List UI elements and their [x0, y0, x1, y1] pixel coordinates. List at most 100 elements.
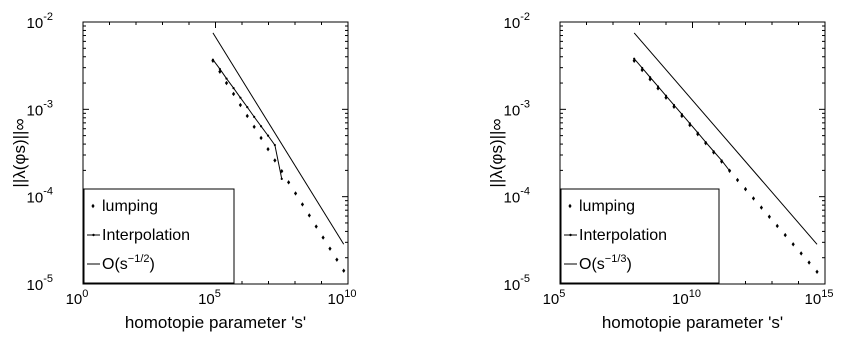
data-point	[232, 87, 235, 90]
legend: lumping Interpolation O(s−1/3)	[560, 188, 720, 284]
series-line-dot	[633, 57, 731, 172]
x-tick-label: 105	[198, 288, 221, 308]
data-point	[720, 159, 724, 164]
data-point	[259, 125, 263, 128]
legend-item: Interpolation	[87, 227, 190, 244]
data-point	[728, 169, 731, 172]
data-point	[253, 115, 256, 118]
legend-box	[560, 188, 720, 284]
data-point	[735, 177, 740, 183]
x-axis-label: homotopie parameter 's'	[602, 313, 783, 332]
data-point	[759, 205, 763, 210]
data-point	[664, 95, 668, 100]
x-tick-label: 1015	[805, 288, 834, 308]
series-dot	[632, 58, 819, 274]
legend-label-text: O(s	[102, 256, 128, 273]
x-tick-label: 1010	[328, 288, 357, 308]
data-point	[641, 66, 644, 70]
data-point	[720, 159, 723, 162]
data-point	[231, 91, 236, 97]
legend-label-exponent: −1/2	[128, 253, 150, 265]
y-tick-exponent: -2	[520, 11, 530, 23]
y-tick-base: 10	[504, 190, 521, 207]
data-point	[321, 235, 325, 240]
data-point	[245, 113, 249, 119]
data-point	[648, 76, 652, 79]
data-point	[225, 77, 228, 80]
legend-label-text: Interpolation	[102, 227, 190, 244]
x-tick-label: 100	[66, 288, 89, 308]
data-point	[328, 246, 332, 251]
y-tick-exponent: -5	[43, 273, 53, 285]
legend: lumping Interpolation O(s−1/2)	[83, 188, 235, 284]
legend-label-text: Interpolation	[579, 227, 667, 244]
data-point	[314, 224, 318, 229]
x-tick-exponent: 5	[215, 288, 221, 300]
legend-item: Interpolation	[564, 227, 667, 244]
y-tick-base: 10	[27, 15, 44, 32]
legend-item: lumping	[91, 198, 158, 215]
data-point	[696, 131, 699, 134]
data-point	[633, 57, 636, 60]
data-point	[280, 177, 283, 180]
data-point	[239, 96, 242, 99]
legend-marker-dot	[92, 233, 95, 237]
data-point	[259, 135, 263, 141]
x-tick-label: 1010	[672, 288, 701, 308]
legend-label: Interpolation	[579, 227, 667, 244]
legend-label-suffix: )	[627, 256, 632, 273]
series-line	[212, 32, 345, 245]
legend-marker-dot	[569, 233, 572, 237]
data-point	[273, 158, 277, 163]
y-tick-label: 10-3	[27, 98, 53, 119]
data-point	[807, 260, 811, 265]
data-point	[335, 257, 339, 262]
y-tick-base: 10	[504, 15, 521, 32]
y-tick-label: 10-4	[27, 186, 53, 207]
y-tick-base: 10	[504, 277, 521, 294]
x-tick-exponent: 10	[689, 288, 701, 300]
x-tick-exponent: 10	[344, 288, 356, 300]
legend-box	[83, 188, 235, 284]
legend-label: lumping	[579, 198, 635, 215]
y-tick-exponent: -4	[520, 186, 530, 198]
x-tick-base: 10	[805, 291, 822, 308]
data-point	[688, 122, 691, 125]
data-point	[743, 186, 748, 192]
legend-label-text: O(s	[579, 256, 605, 273]
legend-label-text: lumping	[579, 198, 635, 215]
series-dot	[211, 58, 346, 273]
y-tick-label: 10-3	[504, 98, 530, 119]
data-point	[775, 223, 779, 229]
data-point	[680, 113, 683, 116]
y-tick-base: 10	[504, 102, 521, 119]
y-tick-exponent: -2	[43, 11, 53, 23]
y-tick-label: 10-4	[504, 186, 530, 207]
data-point	[300, 202, 305, 207]
y-tick-exponent: -4	[43, 186, 53, 198]
legend-label: Interpolation	[102, 227, 190, 244]
data-point	[632, 58, 636, 63]
data-point	[224, 80, 229, 86]
data-point	[664, 94, 668, 97]
data-point	[704, 141, 707, 144]
y-tick-label: 10-5	[504, 273, 530, 294]
legend-item: lumping	[568, 198, 635, 215]
data-point	[656, 85, 660, 88]
data-point	[266, 134, 270, 137]
series-line	[633, 32, 818, 245]
x-axis-label: homotopie parameter 's'	[125, 313, 306, 332]
data-point	[266, 146, 270, 152]
data-point	[751, 196, 756, 201]
data-point	[799, 251, 803, 256]
y-axis-label: ||λ(φs)||∞	[10, 118, 29, 187]
data-point	[211, 58, 215, 61]
data-point	[273, 143, 276, 147]
y-tick-exponent: -3	[43, 98, 53, 110]
data-point	[640, 67, 644, 73]
legend-label-text: lumping	[102, 198, 158, 215]
data-point	[293, 191, 298, 196]
